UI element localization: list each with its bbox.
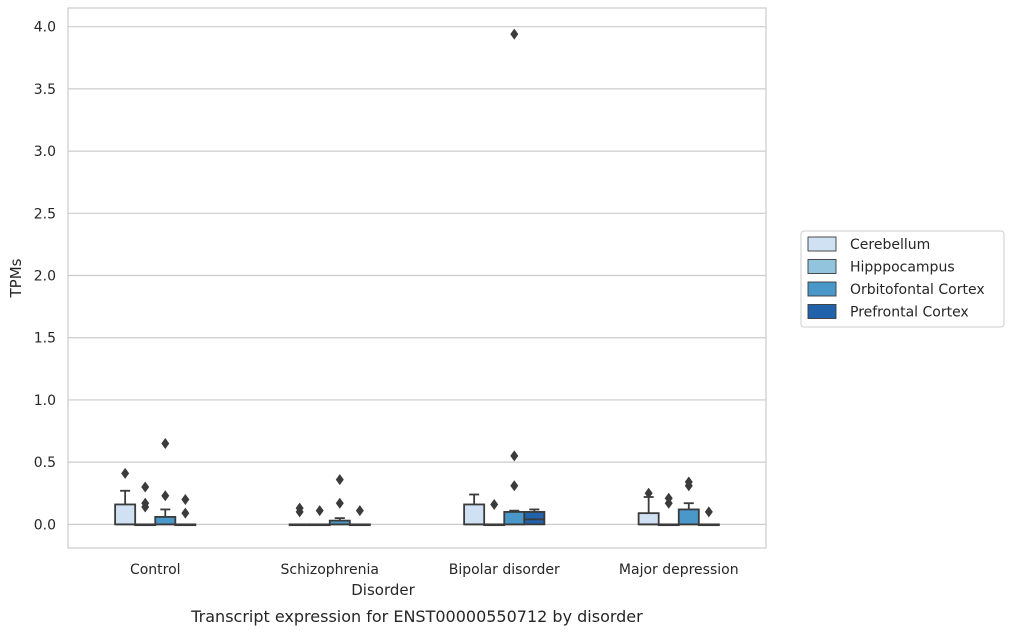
box-prefrontal-cortex-1	[348, 505, 371, 527]
y-tick-label: 3.5	[34, 82, 56, 98]
box-cerebellum-2	[463, 493, 486, 526]
outlier-point	[704, 506, 713, 518]
outlier-point	[181, 493, 190, 505]
outlier-point	[490, 498, 499, 510]
legend-swatch	[807, 259, 837, 274]
box-cerebellum-1	[288, 502, 311, 527]
y-tick-label: 2.5	[34, 206, 56, 222]
y-tick-label: 4.0	[34, 20, 56, 36]
x-tick-label: Schizophrenia	[281, 562, 379, 578]
outlier-point	[684, 476, 693, 488]
legend-swatch	[807, 281, 837, 297]
y-axis-label: TPMs	[7, 258, 25, 298]
legend-label: Hipppocampus	[850, 260, 955, 276]
box-body	[637, 512, 660, 526]
outlier-point	[510, 450, 519, 462]
box-plot-marks	[114, 28, 720, 527]
y-tick-label: 0.5	[34, 455, 56, 471]
x-tick-label: Major depression	[619, 562, 739, 578]
box-hipppocampus-3	[657, 492, 680, 527]
outlier-point	[644, 487, 653, 499]
y-tick-label: 3.0	[34, 144, 56, 160]
box-orbitofontal-cortex-0	[154, 437, 177, 526]
box-body	[114, 503, 137, 526]
x-tick-label: Bipolar disorder	[449, 562, 560, 578]
box-body	[154, 515, 177, 526]
box-prefrontal-cortex-2	[523, 508, 546, 526]
outlier-point	[141, 481, 150, 493]
x-tick-labels: Control Schizophrenia Bipolar disorder Majo…	[130, 562, 739, 578]
legend: Cerebellum Hipppocampus Orbitofontal Corte…	[800, 230, 1005, 328]
legend-frame	[800, 230, 1005, 328]
plot-frame	[67, 7, 767, 549]
legend-swatch	[807, 304, 837, 319]
y-tick-label: 1.0	[34, 393, 56, 409]
outlier-point	[510, 480, 519, 492]
box-orbitofontal-cortex-1	[328, 474, 351, 526]
outlier-point	[141, 497, 150, 509]
y-tick-label: 2.0	[34, 269, 56, 285]
y-tick-label: 0.0	[34, 517, 56, 533]
box-body	[463, 503, 486, 526]
x-tick-label: Control	[130, 562, 181, 578]
box-prefrontal-cortex-3	[697, 506, 720, 527]
y-tick-labels: 0.0 0.5 1.0 1.5 2.0 2.5 3.0 3.5 4.0	[34, 20, 56, 534]
legend-swatch	[807, 236, 837, 252]
outlier-point	[121, 467, 130, 479]
box-body	[677, 508, 700, 526]
outlier-point	[355, 505, 364, 517]
legend-label: Prefrontal Cortex	[850, 305, 969, 321]
box-prefrontal-cortex-0	[174, 493, 197, 527]
outlier-point	[315, 505, 324, 517]
x-axis-label: Disorder	[351, 581, 415, 599]
outlier-point	[664, 492, 673, 504]
outlier-point	[161, 437, 170, 449]
box-body	[523, 511, 546, 526]
box-cerebellum-3	[637, 487, 660, 526]
legend-label: Orbitofontal Cortex	[850, 282, 985, 298]
outlier-point	[295, 502, 304, 514]
y-tick-label: 1.5	[34, 331, 56, 347]
box-hipppocampus-2	[483, 498, 506, 527]
box-cerebellum-0	[114, 467, 137, 526]
outlier-point	[161, 490, 170, 502]
outlier-point	[510, 28, 519, 40]
outlier-point	[335, 474, 344, 486]
outlier-point	[181, 507, 190, 519]
box-body	[503, 511, 526, 526]
outlier-point	[335, 497, 344, 509]
legend-label: Cerebellum	[850, 237, 930, 253]
figure-caption: Transcript expression for ENST0000055071…	[190, 607, 643, 626]
box-orbitofontal-cortex-3	[677, 476, 700, 526]
box-orbitofontal-cortex-2	[503, 28, 526, 526]
